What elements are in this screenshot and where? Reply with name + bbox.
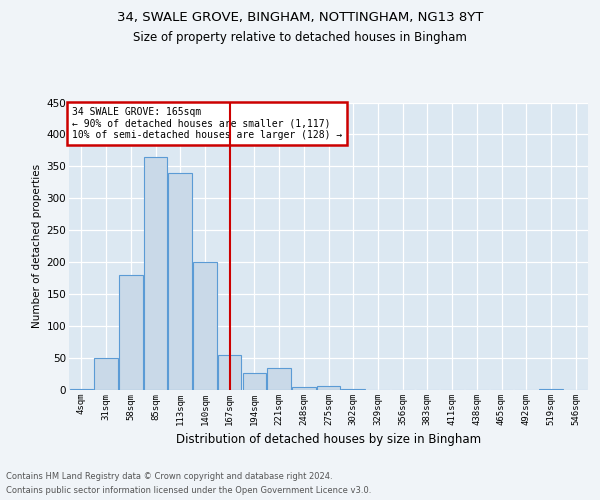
Bar (144, 157, 167, 390)
Bar (317, 386, 340, 390)
Bar (539, 388, 563, 390)
Text: 34, SWALE GROVE, BINGHAM, NOTTINGHAM, NG13 8YT: 34, SWALE GROVE, BINGHAM, NOTTINGHAM, NG… (117, 11, 483, 24)
Text: Contains public sector information licensed under the Open Government Licence v3: Contains public sector information licen… (6, 486, 371, 495)
Bar (218, 355, 241, 390)
Bar (292, 387, 316, 390)
Y-axis label: Number of detached properties: Number of detached properties (32, 164, 43, 328)
Bar (94, 358, 118, 390)
Bar (268, 368, 291, 390)
Bar (119, 275, 143, 390)
Text: Contains HM Land Registry data © Crown copyright and database right 2024.: Contains HM Land Registry data © Crown c… (6, 472, 332, 481)
Text: 34 SWALE GROVE: 165sqm
← 90% of detached houses are smaller (1,117)
10% of semi-: 34 SWALE GROVE: 165sqm ← 90% of detached… (71, 107, 342, 140)
Bar (242, 374, 266, 390)
Bar (169, 173, 192, 390)
X-axis label: Distribution of detached houses by size in Bingham: Distribution of detached houses by size … (176, 434, 481, 446)
Bar (341, 388, 365, 390)
Bar (193, 262, 217, 390)
Text: Size of property relative to detached houses in Bingham: Size of property relative to detached ho… (133, 31, 467, 44)
Bar (70, 388, 93, 390)
